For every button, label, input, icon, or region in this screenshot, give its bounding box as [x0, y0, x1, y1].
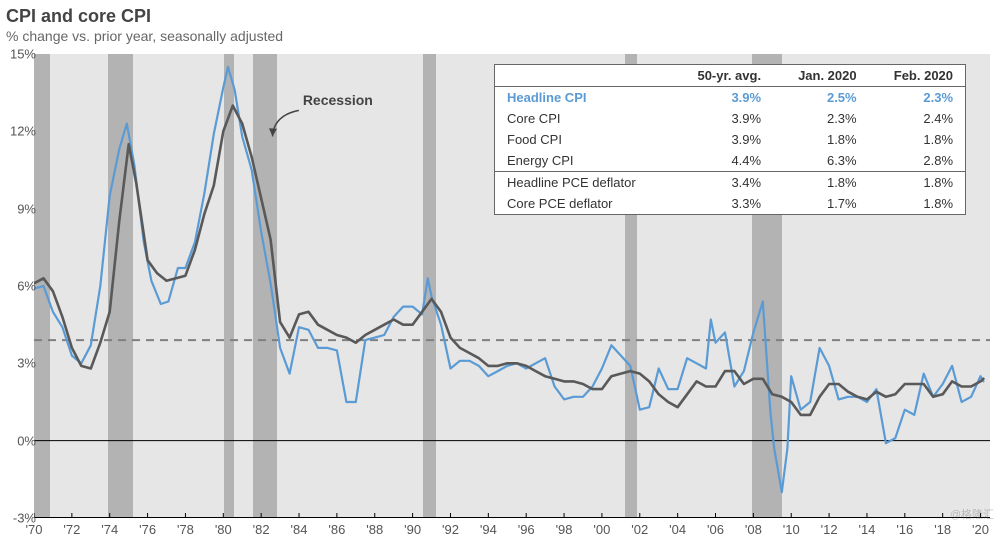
table-cell: Headline CPI — [495, 87, 672, 109]
table-cell: 3.3% — [672, 193, 773, 214]
chart-subtitle: % change vs. prior year, seasonally adju… — [6, 28, 283, 44]
x-tick-label: '70 — [26, 522, 43, 537]
y-tick-label: 9% — [6, 201, 36, 216]
x-tick-label: '86 — [328, 522, 345, 537]
x-tick-label: '78 — [177, 522, 194, 537]
x-tick-label: '14 — [858, 522, 875, 537]
table-cell: 2.8% — [869, 150, 965, 172]
table-cell: 3.9% — [672, 129, 773, 150]
x-tick-label: '16 — [896, 522, 913, 537]
watermark: @格隆汇 — [950, 506, 994, 522]
table-row: Headline CPI3.9%2.5%2.3% — [495, 87, 965, 109]
table-cell: 1.8% — [869, 193, 965, 214]
x-tick-label: '12 — [821, 522, 838, 537]
chart-title: CPI and core CPI — [6, 6, 151, 27]
x-tick-label: '10 — [783, 522, 800, 537]
x-tick-label: '08 — [745, 522, 762, 537]
x-tick-label: '88 — [366, 522, 383, 537]
x-tick-label: '82 — [253, 522, 270, 537]
table-row: Core CPI3.9%2.3%2.4% — [495, 108, 965, 129]
x-tick-label: '72 — [63, 522, 80, 537]
table-cell: 4.4% — [672, 150, 773, 172]
table-cell: 1.8% — [869, 129, 965, 150]
x-tick-label: '94 — [480, 522, 497, 537]
table-cell: Energy CPI — [495, 150, 672, 172]
recession-annotation: Recession — [303, 92, 373, 108]
y-tick-label: 12% — [6, 124, 36, 139]
x-tick-label: '92 — [442, 522, 459, 537]
y-tick-label: 0% — [6, 433, 36, 448]
table-cell: Core PCE deflator — [495, 193, 672, 214]
y-tick-label: 6% — [6, 279, 36, 294]
x-tick-label: '96 — [518, 522, 535, 537]
table-cell: 2.3% — [869, 87, 965, 109]
x-tick-label: '90 — [404, 522, 421, 537]
table-row: Core PCE deflator3.3%1.7%1.8% — [495, 193, 965, 214]
table-row: Headline PCE deflator3.4%1.8%1.8% — [495, 172, 965, 194]
y-tick-label: 3% — [6, 356, 36, 371]
table-header-cell: Feb. 2020 — [869, 65, 965, 87]
table-cell: 1.8% — [773, 172, 869, 194]
table-cell: Headline PCE deflator — [495, 172, 672, 194]
table-cell: 3.9% — [672, 108, 773, 129]
table-row: Energy CPI4.4%6.3%2.8% — [495, 150, 965, 172]
table-cell: 6.3% — [773, 150, 869, 172]
x-tick-label: '84 — [291, 522, 308, 537]
table-cell: 2.3% — [773, 108, 869, 129]
x-tick-label: '18 — [934, 522, 951, 537]
table-cell: 3.4% — [672, 172, 773, 194]
table-header-cell — [495, 65, 672, 87]
x-tick-label: '74 — [101, 522, 118, 537]
table-cell: 2.4% — [869, 108, 965, 129]
table-cell: Core CPI — [495, 108, 672, 129]
y-tick-label: 15% — [6, 47, 36, 62]
x-tick-label: '00 — [593, 522, 610, 537]
summary-table: 50-yr. avg.Jan. 2020Feb. 2020Headline CP… — [494, 64, 966, 215]
table-cell: 1.8% — [869, 172, 965, 194]
table-cell: 2.5% — [773, 87, 869, 109]
table-row: Food CPI3.9%1.8%1.8% — [495, 129, 965, 150]
x-tick-label: '02 — [631, 522, 648, 537]
x-tick-label: '80 — [215, 522, 232, 537]
x-tick-label: '98 — [556, 522, 573, 537]
x-tick-label: '20 — [972, 522, 989, 537]
x-tick-label: '04 — [669, 522, 686, 537]
table-cell: 1.8% — [773, 129, 869, 150]
table-cell: 1.7% — [773, 193, 869, 214]
table-header-cell: Jan. 2020 — [773, 65, 869, 87]
table-header-cell: 50-yr. avg. — [672, 65, 773, 87]
x-tick-label: '06 — [707, 522, 724, 537]
table-cell: Food CPI — [495, 129, 672, 150]
table-cell: 3.9% — [672, 87, 773, 109]
x-tick-label: '76 — [139, 522, 156, 537]
